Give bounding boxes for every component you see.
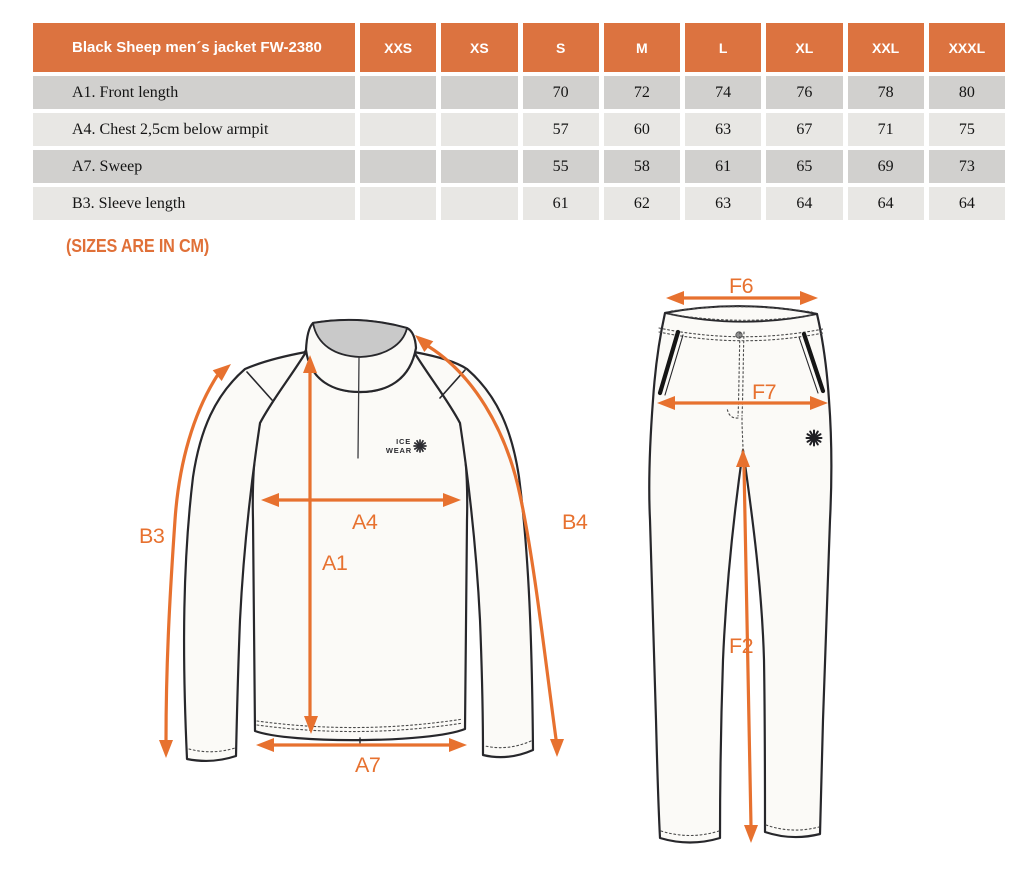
value-cell: 61: [685, 150, 762, 183]
arrow-a1: [303, 355, 318, 734]
jacket-logo: ICE WEAR: [386, 437, 427, 455]
measurement-arrows: [159, 291, 828, 843]
arrow-b4: [415, 335, 564, 757]
pants-body: [648, 305, 833, 844]
row-label-front-length: A1. Front length: [33, 76, 355, 109]
arrow-b3: [159, 364, 231, 758]
pants-right-pocket: [798, 331, 826, 394]
row-label-chest: A4. Chest 2,5cm below armpit: [33, 113, 355, 146]
value-cell: 57: [522, 113, 599, 146]
value-cell: 65: [766, 150, 843, 183]
size-col-header-xxxl: XXXL: [928, 23, 1005, 72]
value-cell: 80: [928, 76, 1005, 109]
size-table: Black Sheep men´s jacket FW-2380 XXS XS …: [33, 23, 1005, 220]
value-cell: 55: [522, 150, 599, 183]
value-cell: 64: [847, 187, 924, 220]
jacket-logo-snowflake-icon: [413, 439, 427, 453]
label-b4: B4: [562, 510, 588, 534]
value-cell: [441, 113, 518, 146]
row-label-sleeve-length: B3. Sleeve length: [33, 187, 355, 220]
size-col-header-m: M: [603, 23, 680, 72]
pants-left-pocket: [657, 329, 684, 396]
value-cell: 60: [603, 113, 680, 146]
value-cell: 76: [766, 76, 843, 109]
value-cell: [360, 150, 437, 183]
pants-hem-stitching: [660, 824, 820, 837]
table-title: Black Sheep men´s jacket FW-2380: [33, 23, 355, 72]
size-col-header-s: S: [522, 23, 599, 72]
measurement-labels: B3 A4 A1 B4 A7 F6 F7 F2: [139, 274, 777, 777]
label-a4: A4: [352, 510, 378, 534]
label-f7: F7: [752, 380, 776, 404]
value-cell: [441, 76, 518, 109]
label-a7: A7: [355, 753, 380, 777]
arrow-f7: [657, 396, 828, 410]
jacket-logo-line1: ICE: [396, 437, 411, 446]
value-cell: 71: [847, 113, 924, 146]
value-cell: 72: [603, 76, 680, 109]
value-cell: 70: [522, 76, 599, 109]
value-cell: [360, 76, 437, 109]
value-cell: 74: [685, 76, 762, 109]
value-cell: 62: [603, 187, 680, 220]
label-b3: B3: [139, 524, 165, 548]
value-cell: [360, 187, 437, 220]
pants-button: [735, 331, 743, 339]
value-cell: 61: [522, 187, 599, 220]
value-cell: 63: [685, 187, 762, 220]
value-cell: [441, 150, 518, 183]
jacket-left-sleeve: [182, 350, 308, 763]
row-label-sweep: A7. Sweep: [33, 150, 355, 183]
label-a1: A1: [322, 551, 347, 575]
size-col-header-xxl: XXL: [847, 23, 924, 72]
jacket-drawing: ICE WEAR: [182, 318, 535, 763]
garment-diagram: ICE WEAR: [139, 274, 833, 844]
arrow-f6: [666, 291, 818, 305]
size-col-header-xxs: XXS: [360, 23, 437, 72]
value-cell: [441, 187, 518, 220]
size-col-header-l: L: [685, 23, 762, 72]
jacket-collar-inner: [312, 319, 408, 358]
value-cell: 67: [766, 113, 843, 146]
value-cell: 63: [685, 113, 762, 146]
pants-logo-snowflake-icon: [805, 429, 823, 447]
arrow-a7: [256, 738, 467, 752]
value-cell: [360, 113, 437, 146]
value-cell: 78: [847, 76, 924, 109]
value-cell: 58: [603, 150, 680, 183]
label-f2: F2: [729, 634, 753, 658]
jacket-cuff-stitching: [188, 740, 532, 753]
label-f6: F6: [729, 274, 754, 298]
pants-drawing: [648, 305, 833, 844]
jacket-logo-line2: WEAR: [386, 446, 412, 455]
jacket-body: [251, 348, 469, 742]
value-cell: 75: [928, 113, 1005, 146]
value-cell: 64: [766, 187, 843, 220]
arrow-f2: [736, 449, 758, 843]
jacket-zipper: [357, 357, 360, 459]
size-col-header-xl: XL: [766, 23, 843, 72]
units-note: (SIZES ARE IN CM): [66, 236, 210, 256]
value-cell: 73: [928, 150, 1005, 183]
jacket-hem-stitching: [256, 718, 464, 733]
pants-fly-stitching: [726, 331, 745, 451]
size-col-header-xs: XS: [441, 23, 518, 72]
arrow-a4: [261, 493, 461, 507]
jacket-left-shoulder-seam: [246, 371, 273, 401]
value-cell: 64: [928, 187, 1005, 220]
value-cell: 69: [847, 150, 924, 183]
